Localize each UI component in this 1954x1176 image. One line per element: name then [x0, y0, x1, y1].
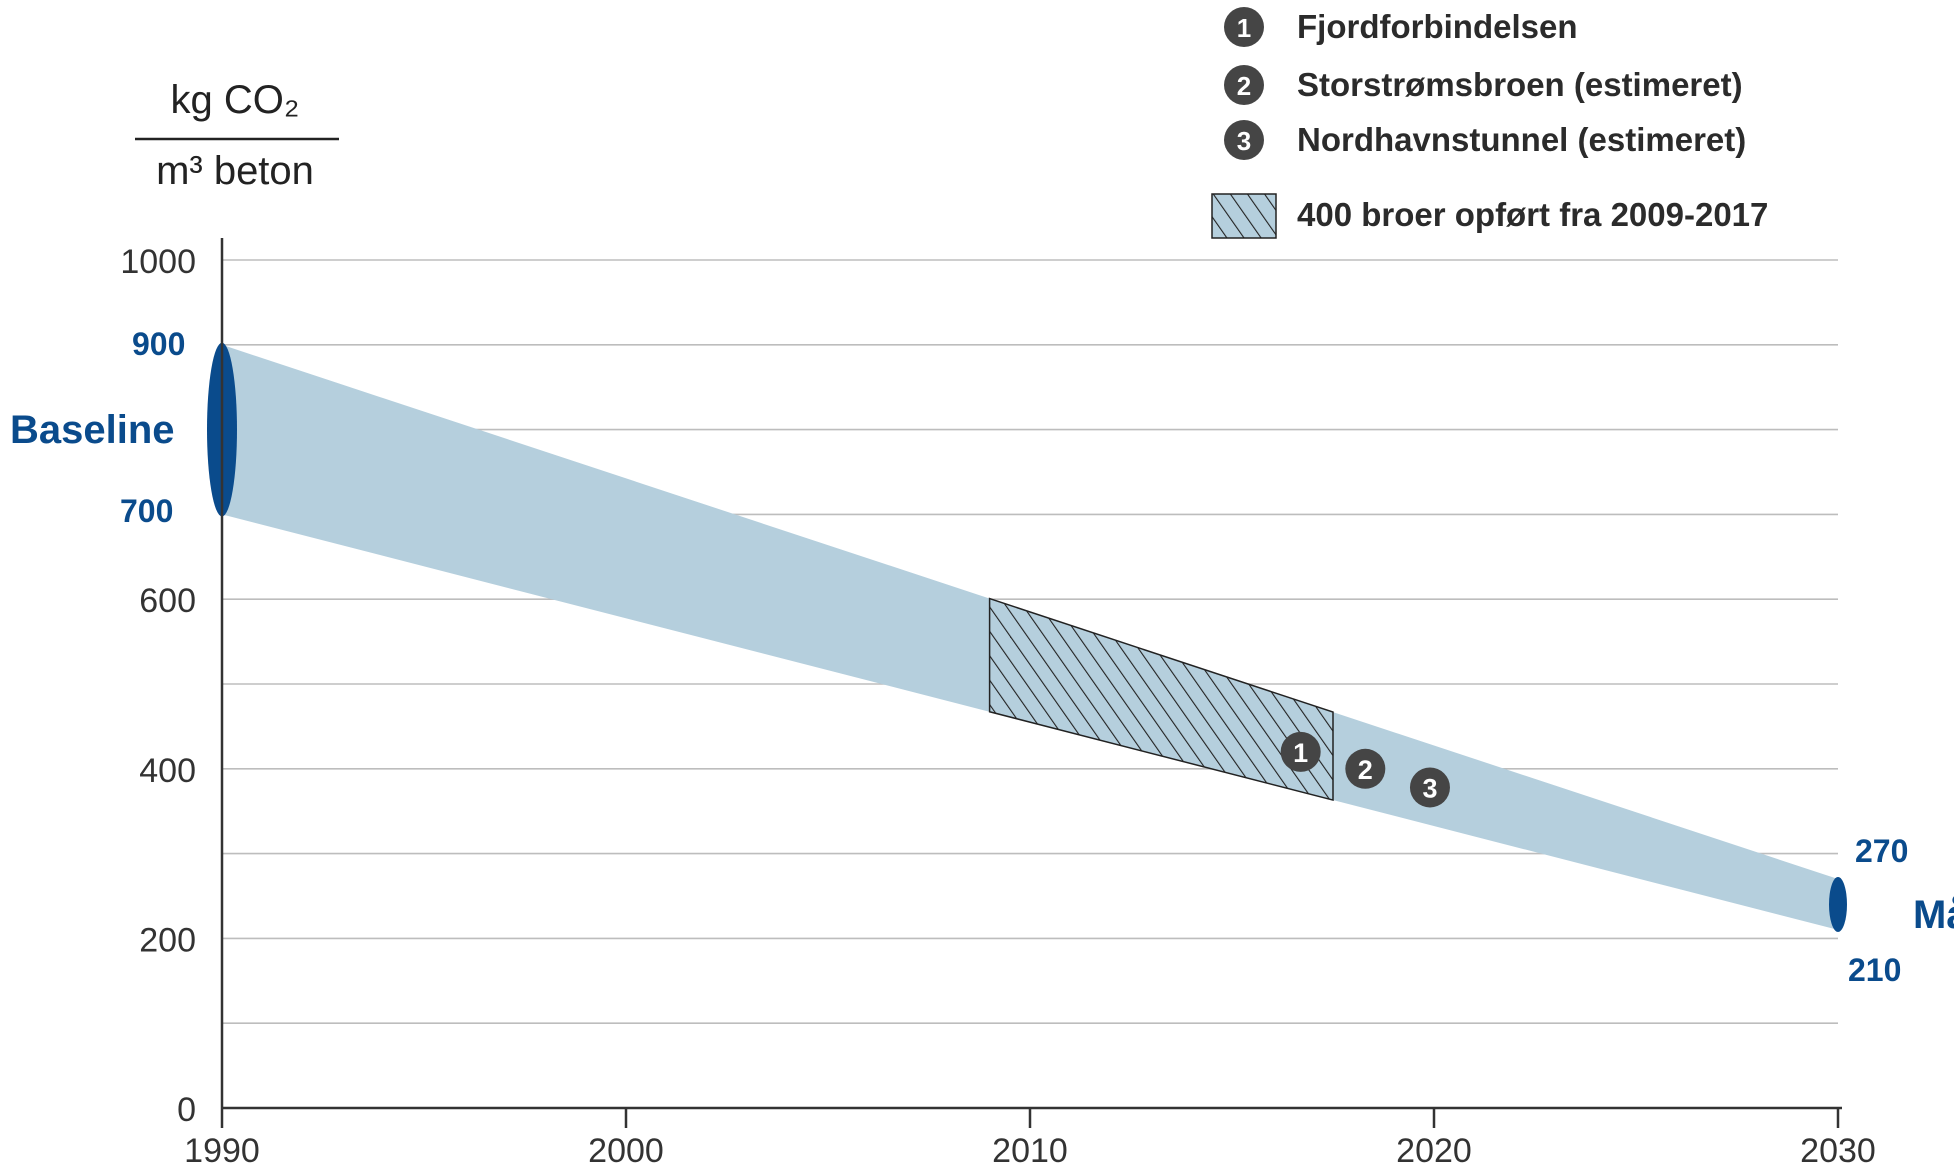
y-axis-unit-label: kg CO₂ m³ beton	[135, 78, 339, 193]
legend-marker-2-number: 2	[1237, 71, 1251, 101]
legend-item-2: 2 Storstrømsbroen (estimeret)	[1224, 65, 1743, 105]
legend-label-1: Fjordforbindelsen	[1297, 8, 1578, 45]
target-label: Mål	[1913, 893, 1954, 937]
project-marker-1-number: 1	[1293, 738, 1308, 768]
legend-marker-1	[1224, 7, 1264, 47]
annotations: Baseline 900 700 Mål 270 210	[10, 326, 1954, 988]
legend-marker-3-number: 3	[1237, 126, 1251, 156]
tick-labels: 0 200 400 600 1000 1990 2000 2010 2020 2030	[120, 243, 1875, 1170]
axes	[220, 238, 1842, 1110]
project-marker-3-number: 3	[1422, 773, 1437, 803]
x-tick-label: 2020	[1396, 1132, 1472, 1170]
legend-marker-1-number: 1	[1237, 13, 1251, 43]
baseline-lower-label: 700	[120, 493, 173, 529]
baseline-label: Baseline	[10, 408, 175, 452]
x-tick-label: 2010	[992, 1132, 1068, 1170]
legend-marker-2	[1224, 65, 1264, 105]
legend-label-2: Storstrømsbroen (estimeret)	[1297, 66, 1743, 103]
project-markers: 1 2 3	[1280, 731, 1450, 808]
target-upper-label: 270	[1855, 833, 1908, 869]
hatched-region-2009-2017	[988, 597, 1334, 802]
y-tick-label: 1000	[120, 243, 196, 281]
band-layer	[207, 342, 1847, 932]
x-tick-label: 1990	[184, 1132, 260, 1170]
legend-hatch-swatch	[1211, 193, 1277, 239]
legend-item-1: 1 Fjordforbindelsen	[1224, 7, 1578, 47]
target-ellipse	[1829, 877, 1847, 932]
project-marker-2-number: 2	[1358, 755, 1373, 785]
legend: 1 Fjordforbindelsen 2 Storstrømsbroen (e…	[1211, 7, 1768, 239]
legend-label-3: Nordhavnstunnel (estimeret)	[1297, 121, 1746, 158]
y-tick-label: 200	[139, 921, 196, 959]
project-marker-1	[1280, 731, 1321, 772]
project-marker-3	[1409, 767, 1450, 808]
legend-marker-3	[1224, 120, 1264, 160]
y-unit-numerator: kg CO₂	[171, 78, 300, 122]
baseline-upper-label: 900	[132, 326, 185, 362]
x-tick-label: 2000	[588, 1132, 664, 1170]
legend-hatch-label: 400 broer opført fra 2009-2017	[1297, 196, 1768, 233]
legend-item-hatched: 400 broer opført fra 2009-2017	[1211, 193, 1768, 239]
project-marker-2	[1345, 748, 1386, 789]
y-tick-label: 400	[139, 752, 196, 790]
y-unit-denominator: m³ beton	[156, 149, 314, 193]
legend-item-3: 3 Nordhavnstunnel (estimeret)	[1224, 120, 1746, 160]
x-tick-label: 2030	[1800, 1132, 1876, 1170]
target-lower-label: 210	[1848, 952, 1901, 988]
y-tick-label: 0	[177, 1091, 196, 1129]
y-tick-label: 600	[139, 582, 196, 620]
